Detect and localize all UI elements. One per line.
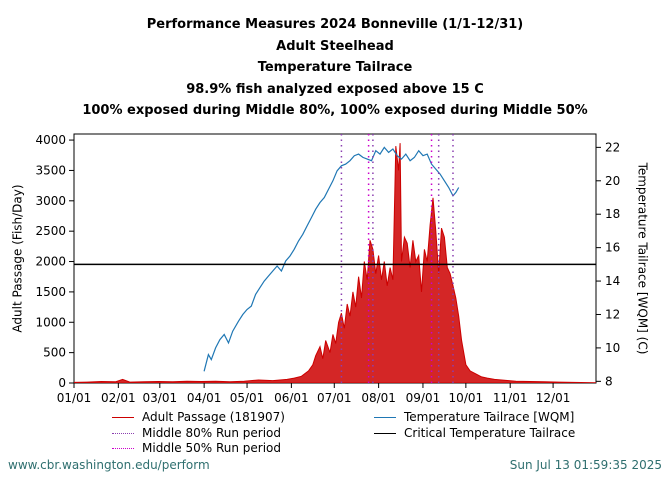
x-tick-label: 08/01 <box>361 391 396 405</box>
x-tick-label: 11/01 <box>493 391 528 405</box>
legend-label-adult-passage: Adult Passage (181907) <box>142 410 285 424</box>
y-tick-label: 4000 <box>35 133 66 147</box>
y-tick-label: 3000 <box>35 194 66 208</box>
y-tick-label: 2000 <box>35 255 66 269</box>
y-tick-label: 1500 <box>35 285 66 299</box>
y-tick-label: 0 <box>58 376 66 390</box>
y2-tick-label: 14 <box>605 274 620 288</box>
title-line-1: Performance Measures 2024 Bonneville (1/… <box>146 17 524 32</box>
x-tick-label: 01/01 <box>57 391 92 405</box>
legend-swatch-critical <box>374 433 396 434</box>
legend-label-middle80: Middle 80% Run period <box>142 426 281 440</box>
legend-label-critical: Critical Temperature Tailrace <box>404 426 576 440</box>
x-tick-label: 07/01 <box>317 391 352 405</box>
title-line-4: 98.9% fish analyzed exposed above 15 C <box>186 81 484 97</box>
y2-axis-title: Temperature Tailrace [WQM] (C) <box>636 162 650 355</box>
footer-source: www.cbr.washington.edu/perform <box>8 458 210 472</box>
title-line-3: Temperature Tailrace <box>257 60 413 75</box>
footer-timestamp: Sun Jul 13 01:59:35 2025 <box>509 458 662 472</box>
x-tick-label: 06/01 <box>274 391 309 405</box>
x-tick-label: 05/01 <box>230 391 265 405</box>
y2-tick-label: 20 <box>605 174 620 188</box>
x-tick-label: 12/01 <box>536 391 571 405</box>
legend: Adult Passage (181907) Middle 80% Run pe… <box>112 410 612 456</box>
adult-passage-series <box>74 143 596 383</box>
legend-swatch-middle80 <box>112 433 134 434</box>
y2-tick-label: 16 <box>605 241 620 255</box>
y2-tick-label: 22 <box>605 140 620 154</box>
x-tick-label: 03/01 <box>143 391 178 405</box>
temperature-series <box>203 146 460 372</box>
legend-label-middle50: Middle 50% Run period <box>142 441 281 455</box>
y-tick-label: 2500 <box>35 224 66 238</box>
legend-swatch-adult-passage <box>112 417 134 418</box>
legend-label-temperature: Temperature Tailrace [WQM] <box>404 410 575 424</box>
y2-tick-label: 8 <box>605 374 613 388</box>
title-line-5: 100% exposed during Middle 80%, 100% exp… <box>82 103 588 118</box>
y-tick-label: 3500 <box>35 163 66 177</box>
y2-tick-label: 10 <box>605 341 620 355</box>
y2-tick-label: 12 <box>605 307 620 321</box>
x-tick-label: 10/01 <box>449 391 484 405</box>
y2-tick-label: 18 <box>605 207 620 221</box>
title-line-2: Adult Steelhead <box>276 38 394 54</box>
y-tick-label: 1000 <box>35 315 66 329</box>
y-axis-title: Adult Passage (Fish/Day) <box>11 184 25 332</box>
y-tick-label: 500 <box>43 346 66 360</box>
x-tick-label: 02/01 <box>101 391 136 405</box>
legend-swatch-middle50 <box>112 448 134 449</box>
x-tick-label: 09/01 <box>406 391 441 405</box>
chart-title: Performance Measures 2024 Bonneville (1/… <box>0 14 670 122</box>
x-tick-label: 04/01 <box>187 391 222 405</box>
legend-swatch-temperature <box>374 417 396 418</box>
